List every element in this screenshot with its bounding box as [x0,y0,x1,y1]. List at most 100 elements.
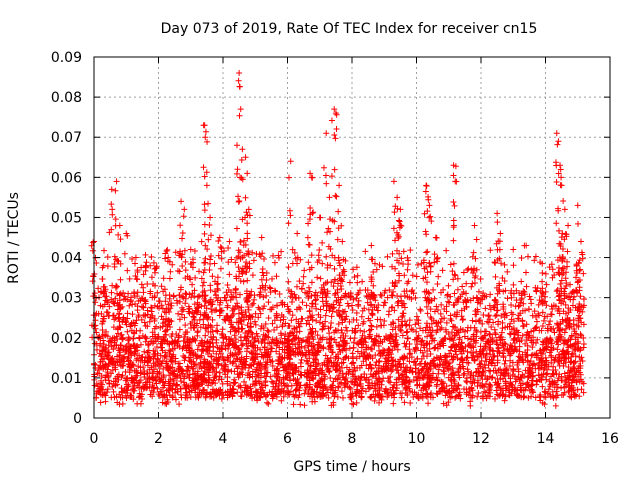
data-point [148,304,155,311]
data-point [109,383,116,390]
data-point [274,302,281,309]
data-point [232,286,239,293]
data-point [310,388,317,395]
data-point [97,399,104,406]
data-point [257,310,264,317]
data-point [236,70,243,77]
data-point [228,289,235,296]
data-point [542,354,549,361]
data-point [281,301,288,308]
data-point [161,353,168,360]
data-point [387,373,394,380]
data-point [144,280,151,287]
data-point [545,321,552,328]
data-point [269,358,276,365]
data-point [198,275,205,282]
data-point [205,382,212,389]
data-point [444,292,451,299]
data-point [486,387,493,394]
data-point [196,268,203,275]
data-point [257,325,264,332]
data-point [401,288,408,295]
data-point [395,217,402,224]
data-point [112,216,119,223]
data-point [195,394,202,401]
data-point [545,386,552,393]
data-point [367,296,374,303]
data-point [119,336,126,343]
data-point [104,263,111,270]
data-point [274,365,281,372]
data-point [492,395,499,402]
data-point [229,307,236,314]
data-point [172,396,179,403]
data-point [576,257,583,264]
data-point [186,371,193,378]
data-point [274,373,281,380]
data-point [458,339,465,346]
data-point [399,378,406,385]
data-point [114,399,121,406]
data-point [543,376,550,383]
data-point [228,324,235,331]
data-point [441,335,448,342]
data-point [331,132,338,139]
data-point [449,329,456,336]
data-point [397,326,404,333]
data-point [540,317,547,324]
data-point [182,258,189,265]
data-point [174,381,181,388]
data-point [436,356,443,363]
data-point [463,290,470,297]
data-point [357,327,364,334]
data-point [225,245,232,252]
data-point [507,320,514,327]
data-point [527,365,534,372]
data-point [179,345,186,352]
data-point [114,373,121,380]
data-point [489,374,496,381]
data-point [348,302,355,309]
data-point [271,287,278,294]
data-point [502,287,509,294]
data-point [165,387,172,394]
data-point [433,234,440,241]
data-point [426,340,433,347]
data-point [464,354,471,361]
data-point [511,373,518,380]
data-point [285,370,292,377]
data-point [508,390,515,397]
data-point [201,266,208,273]
data-point [499,350,506,357]
data-point [104,386,111,393]
data-point [148,274,155,281]
data-point [447,261,454,268]
x-axis-label: GPS time / hours [293,459,410,475]
data-point [520,394,527,401]
data-point [253,388,260,395]
data-point [331,393,338,400]
data-point [416,369,423,376]
data-point [298,285,305,292]
data-point [519,371,526,378]
data-point [535,365,542,372]
data-point [481,388,488,395]
data-point [285,220,292,227]
data-point [510,318,517,325]
data-point [414,341,421,348]
data-point [162,250,169,257]
data-point [484,376,491,383]
data-point [436,362,443,369]
data-point [330,304,337,311]
data-point [402,322,409,329]
data-point [153,380,160,387]
data-point [170,293,177,300]
data-point [258,323,265,330]
data-point [264,369,271,376]
data-point [495,318,502,325]
data-point [176,326,183,333]
data-point [508,343,515,350]
data-point [248,342,255,349]
data-point [377,291,384,298]
data-point [273,339,280,346]
